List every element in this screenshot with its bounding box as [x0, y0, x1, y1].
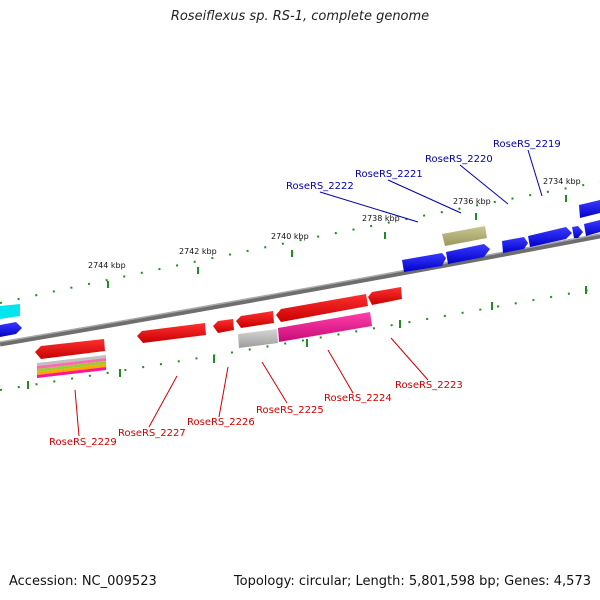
map-title: Roseiflexus sp. RS-1, complete genome	[170, 9, 430, 24]
misc-feature-khaki	[442, 226, 487, 246]
cds-reverse	[35, 339, 105, 359]
label-leader-lines	[74, 149, 543, 437]
reverse-strand-features	[35, 287, 402, 378]
genome-backbone	[0, 233, 600, 347]
cds-forward	[402, 253, 446, 272]
cds-reverse	[137, 323, 206, 343]
stacked-feature-bars	[37, 355, 106, 378]
accession-text: Accession: NC_009523	[9, 574, 157, 589]
tick-label-2738: 2738 kbp	[362, 214, 400, 223]
inner-tick-ring	[0, 287, 600, 391]
gene-label-roseRS-2225: RoseRS_2225	[256, 405, 324, 416]
cds-forward	[584, 220, 600, 236]
gene-label-roseRS-2219: RoseRS_2219	[493, 139, 561, 150]
tick-label-2734: 2734 kbp	[543, 177, 581, 186]
misc-feature-magenta	[278, 312, 372, 342]
misc-feature-gray	[238, 329, 278, 348]
tick-label-2736: 2736 kbp	[453, 197, 491, 206]
cds-reverse	[236, 311, 274, 328]
tick-label-2742: 2742 kbp	[179, 247, 217, 256]
cds-forward	[579, 200, 600, 218]
cds-forward	[502, 237, 528, 253]
gene-label-roseRS-2226: RoseRS_2226	[187, 417, 255, 428]
gene-label-roseRS-2224: RoseRS_2224	[324, 393, 392, 404]
gene-label-roseRS-2221: RoseRS_2221	[355, 169, 423, 180]
tick-label-2744: 2744 kbp	[88, 261, 126, 270]
cds-reverse	[213, 319, 234, 333]
cds-forward	[0, 322, 22, 337]
outer-tick-ring	[0, 181, 600, 304]
topology-text: Topology: circular; Length: 5,801,598 bp…	[233, 574, 591, 589]
gene-label-roseRS-2229: RoseRS_2229	[49, 437, 117, 448]
forward-strand-features	[0, 200, 600, 337]
cds-reverse	[276, 294, 368, 322]
gene-label-roseRS-2223: RoseRS_2223	[395, 380, 463, 391]
gene-label-roseRS-2222: RoseRS_2222	[286, 181, 354, 192]
cds-reverse	[368, 287, 402, 305]
gene-label-roseRS-2220: RoseRS_2220	[425, 154, 493, 165]
major-ticks	[27, 195, 587, 389]
cds-forward	[446, 244, 490, 264]
tick-label-2740: 2740 kbp	[271, 232, 309, 241]
gene-label-roseRS-2227: RoseRS_2227	[118, 428, 186, 439]
misc-feature-cyan	[0, 304, 20, 319]
cds-forward	[572, 226, 583, 238]
cds-forward	[528, 227, 572, 247]
